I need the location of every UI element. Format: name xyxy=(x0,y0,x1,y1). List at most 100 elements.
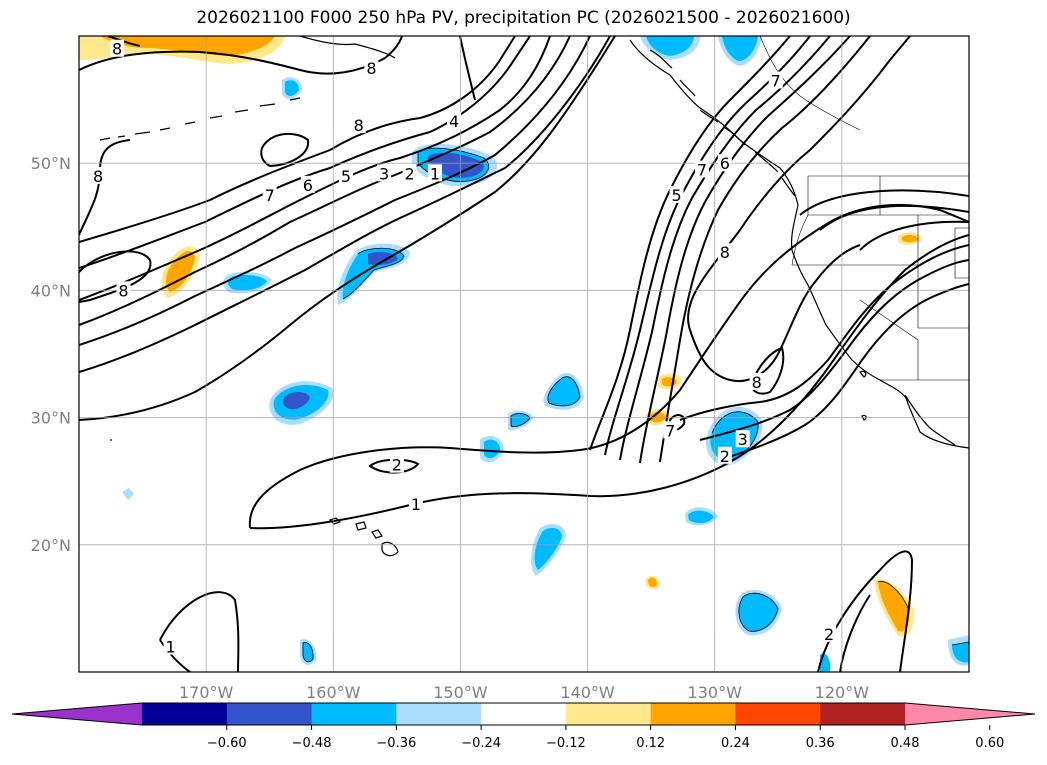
pv-contour-7 xyxy=(859,220,969,251)
state-line xyxy=(791,176,969,381)
pv-label-bg xyxy=(669,186,684,203)
pv-contour-label: 2 xyxy=(404,164,414,183)
precip-blob xyxy=(902,234,918,243)
pv-contour-label: 8 xyxy=(752,373,762,392)
lon-label: 130°W xyxy=(688,683,743,702)
pv-label-bg xyxy=(822,624,837,642)
precip-blob xyxy=(511,413,530,427)
aleutians xyxy=(99,97,301,141)
latitude-labels: 50°N 40°N 30°N 20°N xyxy=(31,154,71,555)
precip-blob xyxy=(648,577,657,588)
pv-label-bg xyxy=(389,455,404,473)
colorbar-segment xyxy=(142,703,228,725)
north-america-coast xyxy=(629,39,969,449)
colorbar-outline xyxy=(11,702,1036,726)
precip-blob xyxy=(738,593,778,632)
pv-label-bg xyxy=(339,166,353,184)
pv-contour-1 xyxy=(248,203,969,529)
pv-contour-label: 5 xyxy=(341,167,351,186)
pv-contour-label: 7 xyxy=(771,72,781,91)
colorbar-tick-label: −0.60 xyxy=(207,736,247,751)
lon-label: 120°W xyxy=(815,683,870,702)
pv-contour-8 xyxy=(750,346,785,395)
pv-contour-7 xyxy=(79,36,516,243)
pv-contour-label: 8 xyxy=(118,281,128,300)
pv-label-bg xyxy=(377,164,392,182)
pv-contour-label: 6 xyxy=(720,154,730,173)
colorbar-tick-label: −0.12 xyxy=(546,736,586,751)
colorbar-segment xyxy=(481,703,567,725)
colorbar-segment xyxy=(820,703,906,725)
colorbar-tick-label: 0.36 xyxy=(806,736,835,751)
colorbar-tick-label: 0.48 xyxy=(891,736,920,751)
colorbar-extend-low xyxy=(12,703,142,725)
pv-contour-label: 8 xyxy=(354,116,364,135)
pv-label-bg xyxy=(447,112,462,130)
pv-contour-label: 1 xyxy=(430,164,440,183)
pv-contours xyxy=(79,36,969,672)
pv-label-bg xyxy=(717,243,732,261)
lat-label: 40°N xyxy=(31,281,71,300)
precip-blob xyxy=(688,510,714,524)
pv-label-bg xyxy=(262,186,277,203)
pv-contour-3 xyxy=(589,36,791,451)
pv-contour-label: 5 xyxy=(671,186,681,205)
hawaii xyxy=(328,517,399,557)
pv-label-bg xyxy=(717,154,732,172)
pv-contour-2 xyxy=(79,36,611,373)
pv-label-bg xyxy=(351,116,366,134)
colorbar-segment xyxy=(396,703,482,725)
pv-label-bg xyxy=(110,39,125,57)
colorbar-segment xyxy=(735,703,821,725)
precip-blob xyxy=(227,274,267,291)
pv-label-bg xyxy=(663,421,678,439)
lon-label: 170°W xyxy=(179,683,234,702)
pv-contour-label: 6 xyxy=(303,176,313,195)
pv-contour-2 xyxy=(719,283,969,461)
pv-contour-label: 2 xyxy=(824,625,834,644)
lat-label: 50°N xyxy=(31,154,71,173)
pv-label-bg xyxy=(91,166,106,184)
pv-label-bg xyxy=(695,160,709,178)
precip-blob xyxy=(303,642,314,662)
pv-contour-4 xyxy=(679,244,969,421)
pv-label-bg xyxy=(749,372,764,390)
pv-contour-2 xyxy=(368,458,420,474)
colorbar-tick-label: 0.12 xyxy=(636,736,665,751)
baja-coast xyxy=(904,394,956,446)
coastlines xyxy=(99,36,969,557)
pv-contour-8 xyxy=(107,36,141,47)
colorbar-segment xyxy=(226,703,313,725)
pv-contour-8 xyxy=(687,36,911,331)
pv-contour-4 xyxy=(79,36,571,326)
lon-label: 160°W xyxy=(306,683,361,702)
longitude-labels: 170°W 160°W 150°W 140°W 130°W 120°W xyxy=(179,683,869,702)
lat-label: 20°N xyxy=(31,536,71,555)
precip-blob xyxy=(484,439,500,459)
lon-label: 140°W xyxy=(560,683,615,702)
colorbar-tick-label: −0.48 xyxy=(292,736,332,751)
pv-contour-label: 3 xyxy=(738,430,748,449)
pv-contour-label: 4 xyxy=(449,112,459,131)
precip-blob xyxy=(952,642,969,663)
precip-blob xyxy=(122,488,134,500)
pv-contour-label: 1 xyxy=(165,638,175,657)
pv-contour-8 xyxy=(79,250,152,303)
colorbar-tick-label: 0.24 xyxy=(721,736,750,751)
island xyxy=(859,370,867,378)
colorbar-tick-label: −0.24 xyxy=(461,736,501,751)
pv-contour-1 xyxy=(159,591,240,672)
pv-contour-label: 8 xyxy=(720,243,730,262)
colorbar-tick-label: −0.36 xyxy=(376,736,416,751)
pv-label-bg xyxy=(116,281,131,299)
colorbar-segment xyxy=(650,703,736,725)
pv-label-bg xyxy=(428,164,442,182)
pv-contour-label: 8 xyxy=(112,40,122,59)
precip-blob xyxy=(166,251,195,292)
island xyxy=(861,414,867,421)
precip-blob xyxy=(722,36,758,61)
precip-blob xyxy=(368,251,398,265)
pv-label-bg xyxy=(364,58,379,76)
precip-blob xyxy=(283,391,310,410)
map-background xyxy=(79,36,969,672)
